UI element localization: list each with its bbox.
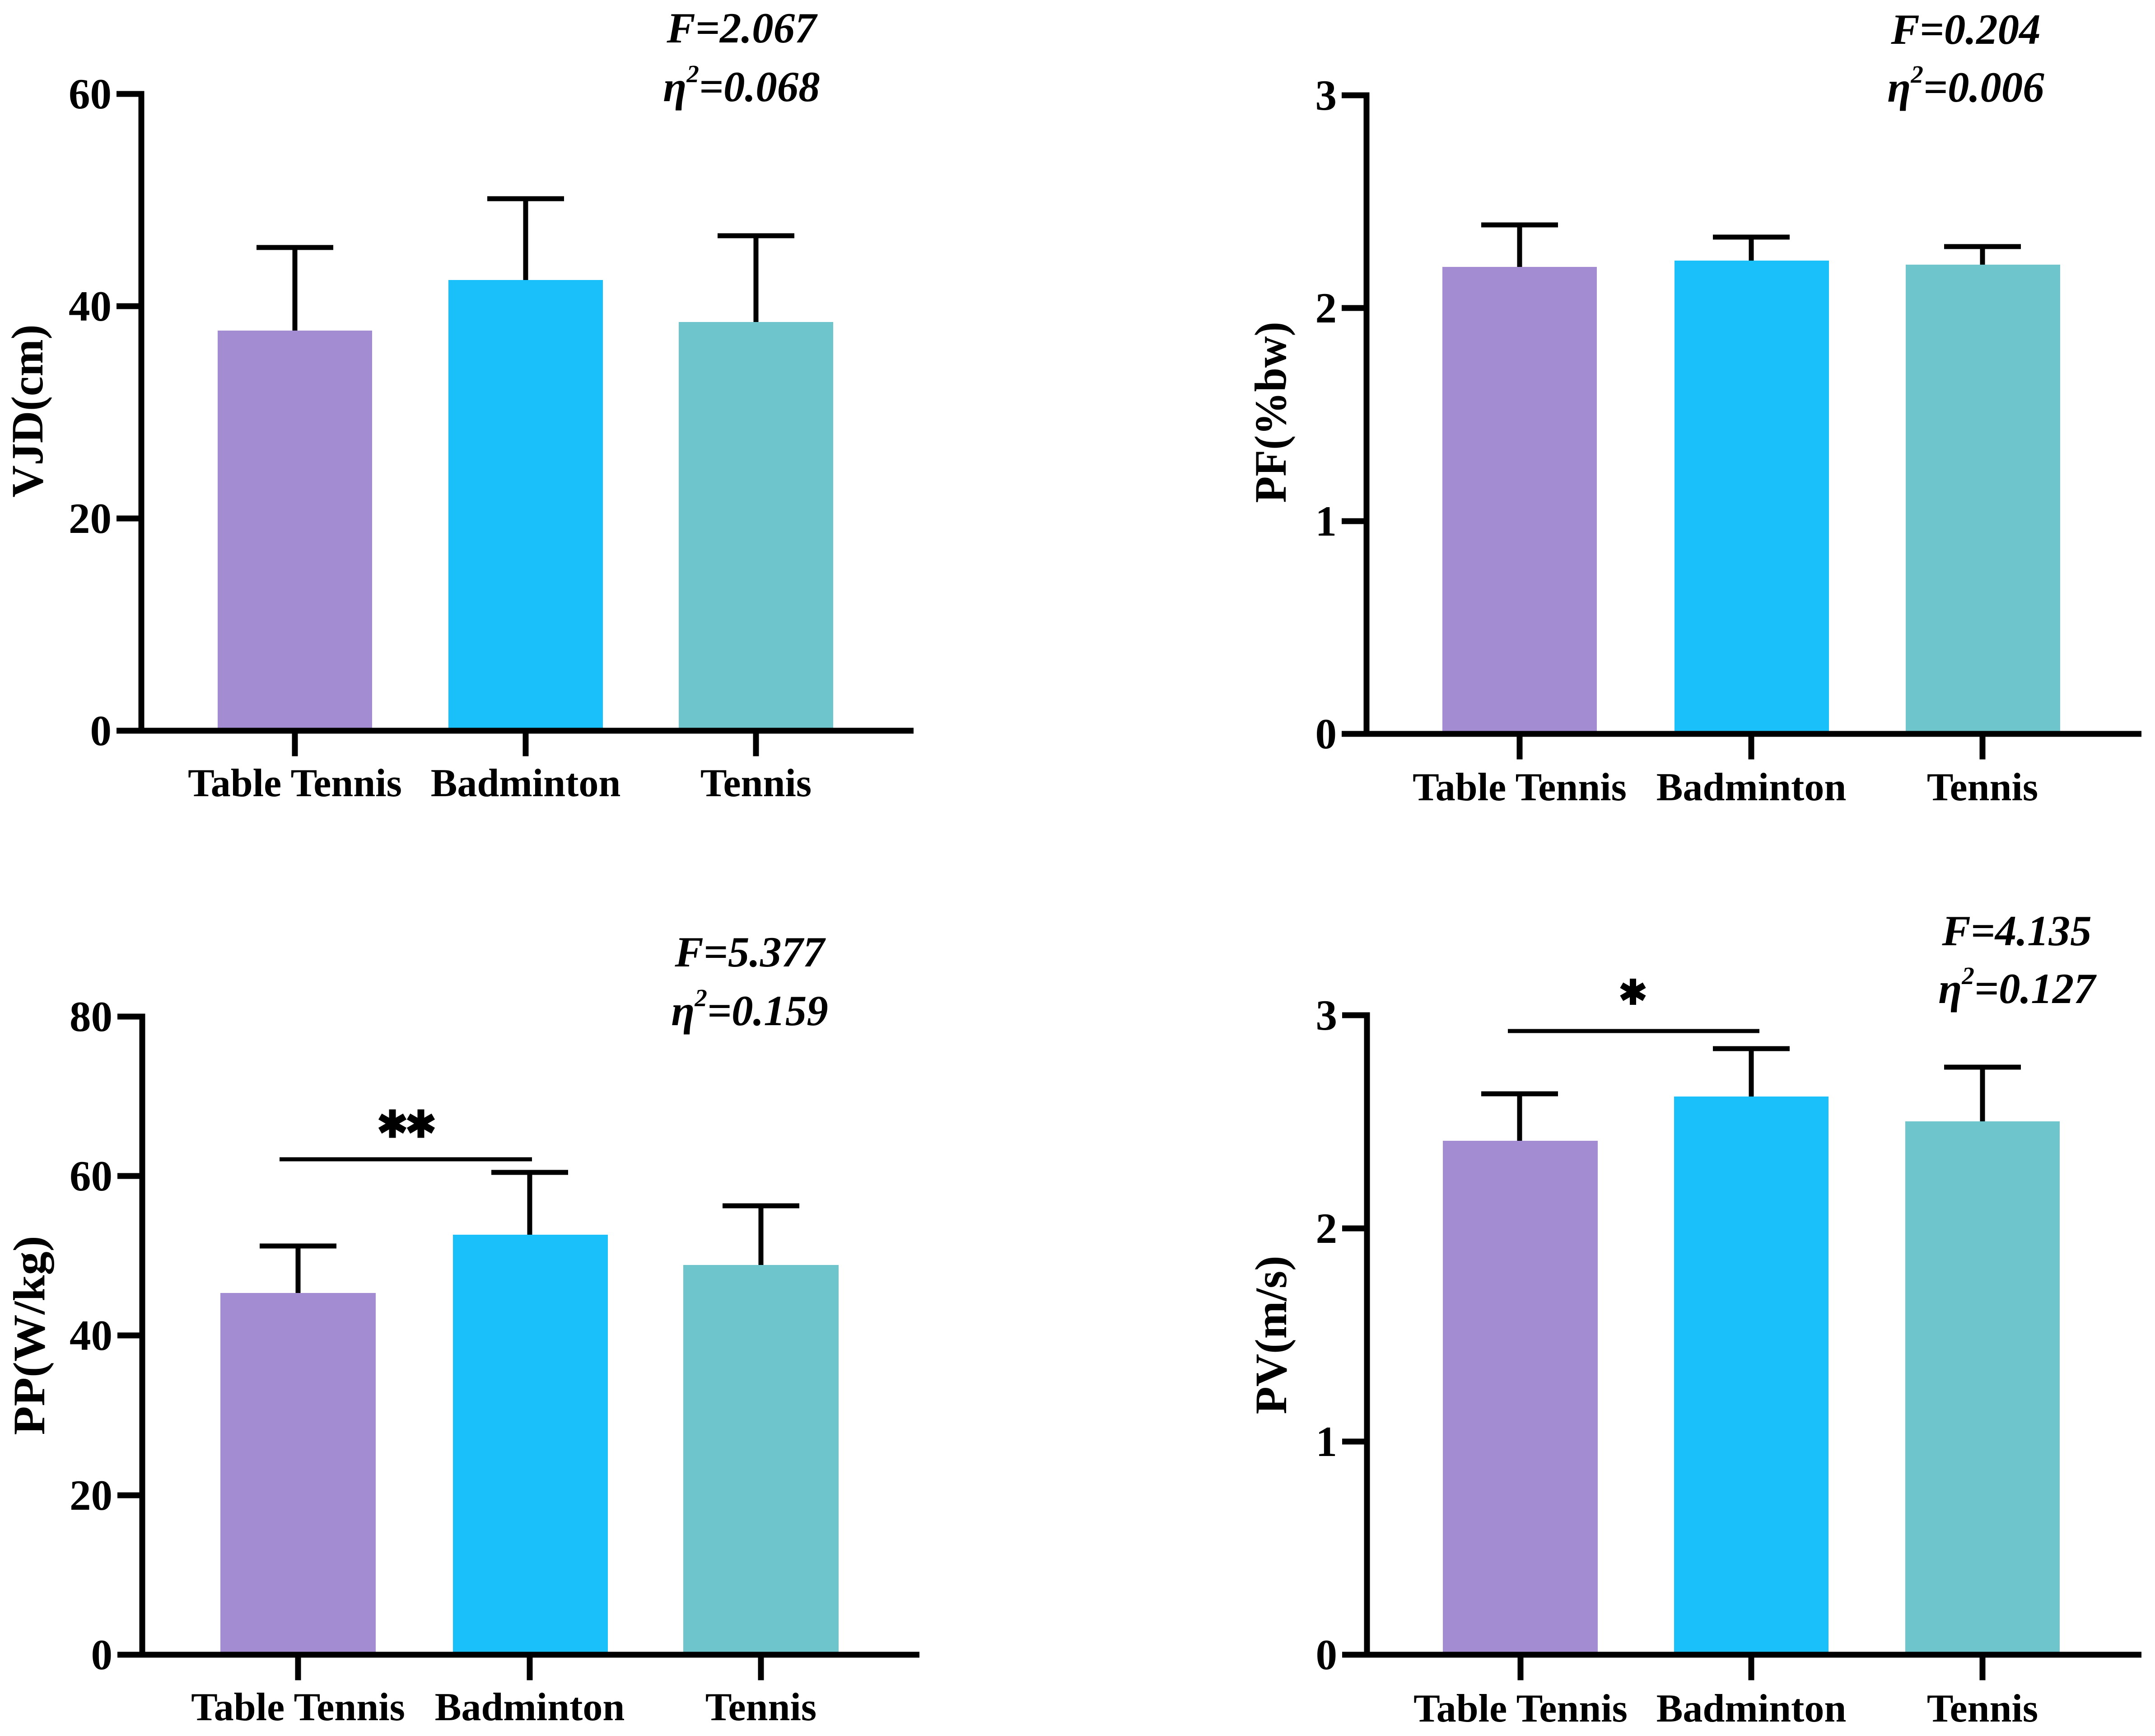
svg-text:Badminton: Badminton: [1656, 1687, 1847, 1731]
svg-text:3: 3: [1315, 71, 1337, 119]
svg-text:Tennis: Tennis: [1927, 765, 2038, 809]
svg-text:0: 0: [1315, 710, 1337, 758]
svg-text:PV(m/s): PV(m/s): [1246, 1256, 1296, 1414]
svg-text:Table Tennis: Table Tennis: [1413, 1687, 1628, 1731]
svg-text:80: 80: [70, 993, 112, 1041]
svg-text:PP(W/kg): PP(W/kg): [4, 1236, 54, 1435]
svg-text:F=2.067: F=2.067: [666, 4, 818, 52]
svg-text:20: 20: [70, 1471, 112, 1519]
svg-text:F=0.204: F=0.204: [1890, 5, 2040, 53]
svg-text:0: 0: [91, 1631, 113, 1679]
svg-text:20: 20: [69, 495, 112, 542]
svg-text:F=4.135: F=4.135: [1941, 907, 2091, 955]
svg-text:Tennis: Tennis: [700, 761, 812, 805]
svg-text:η2=0.159: η2=0.159: [671, 984, 828, 1035]
svg-text:η2=0.006: η2=0.006: [1887, 61, 2044, 111]
svg-text:Table Tennis: Table Tennis: [1413, 765, 1627, 809]
svg-text:F=5.377: F=5.377: [674, 928, 826, 976]
svg-text:Badminton: Badminton: [431, 761, 621, 805]
svg-text:1: 1: [1315, 497, 1337, 545]
svg-text:60: 60: [70, 1152, 112, 1200]
svg-text:Badminton: Badminton: [1656, 765, 1847, 809]
svg-text:0: 0: [1316, 1631, 1338, 1679]
svg-text:VJD(cm): VJD(cm): [2, 325, 52, 498]
svg-text:0: 0: [90, 707, 112, 755]
svg-text:2: 2: [1315, 284, 1337, 332]
svg-text:Tennis: Tennis: [1927, 1687, 2038, 1731]
svg-text:1: 1: [1316, 1418, 1338, 1465]
svg-text:Tennis: Tennis: [705, 1685, 816, 1729]
svg-text:PF(%bw): PF(%bw): [1245, 322, 1296, 503]
svg-text:2: 2: [1316, 1204, 1338, 1252]
svg-text:Badminton: Badminton: [435, 1685, 625, 1729]
svg-text:η2=0.068: η2=0.068: [663, 60, 820, 111]
svg-text:Table Tennis: Table Tennis: [191, 1685, 405, 1729]
svg-text:3: 3: [1316, 991, 1338, 1039]
svg-text:Table Tennis: Table Tennis: [188, 761, 402, 805]
svg-text:40: 40: [70, 1311, 112, 1359]
svg-text:40: 40: [69, 282, 112, 330]
svg-text:60: 60: [69, 70, 112, 118]
